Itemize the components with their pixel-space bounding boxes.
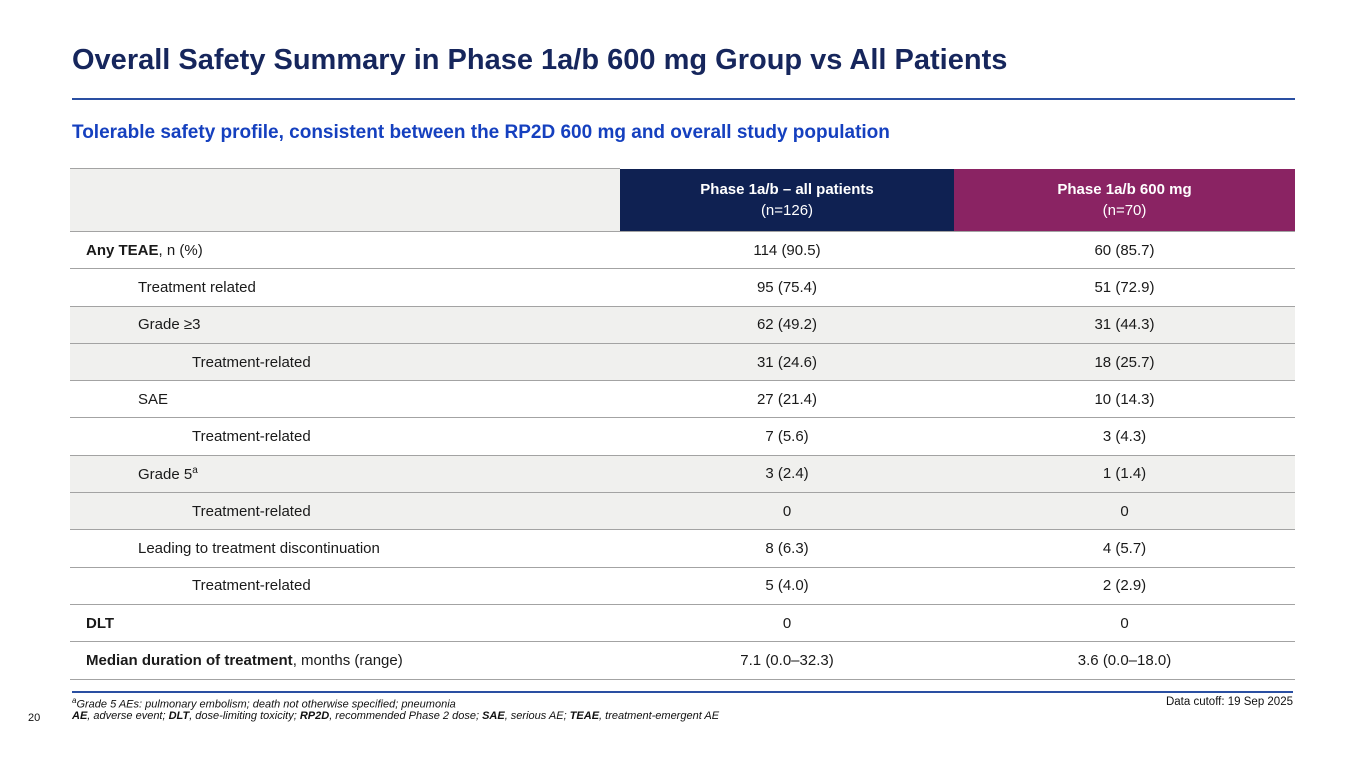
row-value: 0 <box>620 492 954 531</box>
row-value: 2 (2.9) <box>954 567 1295 605</box>
row-label: Grade ≥3 <box>70 306 620 344</box>
table-row: Any TEAE, n (%) 114 (90.5) 60 (85.7) <box>70 231 1295 270</box>
column-header-n: (n=126) <box>760 201 814 219</box>
column-header-title: Phase 1a/b – all patients <box>700 180 874 198</box>
row-label: Treatment-related <box>70 567 620 605</box>
empty-header-cell <box>70 168 620 232</box>
row-value: 4 (5.7) <box>954 529 1295 568</box>
column-header-title: Phase 1a/b 600 mg <box>1057 180 1192 198</box>
row-value: 27 (21.4) <box>620 380 954 419</box>
footnote-segment: , treatment-emergent AE <box>599 710 720 722</box>
row-value: 0 <box>954 492 1295 531</box>
table-row: Median duration of treatment, months (ra… <box>70 641 1295 680</box>
footnote-segment: , recommended Phase 2 dose; <box>329 710 483 722</box>
table-row: Grade ≥3 62 (49.2) 31 (44.3) <box>70 306 1295 344</box>
footer-divider <box>72 691 1293 693</box>
row-label: DLT <box>70 604 620 643</box>
slide-subtitle: Tolerable safety profile, consistent bet… <box>72 122 890 143</box>
row-value: 60 (85.7) <box>954 231 1295 270</box>
row-value: 95 (75.4) <box>620 268 954 307</box>
row-label: Treatment-related <box>70 417 620 456</box>
footnote-segment: DLT <box>168 710 190 722</box>
footnote-segment: , adverse event; <box>87 710 169 722</box>
footnote-segment: RP2D <box>299 710 330 722</box>
column-header-600mg: Phase 1a/b 600 mg (n=70) <box>954 168 1295 232</box>
row-label: Any TEAE, n (%) <box>70 231 620 270</box>
table-header-row: Phase 1a/b – all patients (n=126) Phase … <box>70 168 1295 232</box>
page-number: 20 <box>28 712 41 724</box>
row-label: SAE <box>70 380 620 419</box>
row-label: Median duration of treatment, months (ra… <box>70 641 620 680</box>
row-value: 62 (49.2) <box>620 306 954 344</box>
footnote-segment: TEAE <box>569 710 600 722</box>
footnote-segment: SAE <box>482 710 505 722</box>
row-label: Leading to treatment discontinuation <box>70 529 620 568</box>
footnote-abbreviations: AE, adverse event; DLT, dose-limiting to… <box>72 710 719 722</box>
title-divider <box>72 98 1295 100</box>
footnote-segment: , dose-limiting toxicity; <box>189 710 300 722</box>
table-row: Grade 5a 3 (2.4) 1 (1.4) <box>70 455 1295 494</box>
row-value: 51 (72.9) <box>954 268 1295 307</box>
row-value: 3 (4.3) <box>954 417 1295 456</box>
safety-summary-table: Phase 1a/b – all patients (n=126) Phase … <box>70 168 1295 680</box>
table-row: Treatment-related 31 (24.6) 18 (25.7) <box>70 343 1295 382</box>
row-label: Grade 5a <box>70 455 620 494</box>
row-value: 31 (44.3) <box>954 306 1295 344</box>
row-value: 0 <box>954 604 1295 643</box>
slide-title: Overall Safety Summary in Phase 1a/b 600… <box>72 44 1008 76</box>
footnote-segment: AE <box>72 710 88 722</box>
footnote-grade5: aGrade 5 AEs: pulmonary embolism; death … <box>72 696 456 711</box>
table-row: DLT 0 0 <box>70 604 1295 643</box>
table-row: SAE 27 (21.4) 10 (14.3) <box>70 380 1295 419</box>
row-value: 7 (5.6) <box>620 417 954 456</box>
row-value: 18 (25.7) <box>954 343 1295 382</box>
table-row: Treatment related 95 (75.4) 51 (72.9) <box>70 268 1295 307</box>
row-value: 10 (14.3) <box>954 380 1295 419</box>
table-row: Treatment-related 0 0 <box>70 492 1295 531</box>
table-row: Treatment-related 7 (5.6) 3 (4.3) <box>70 417 1295 456</box>
row-value: 8 (6.3) <box>620 529 954 568</box>
row-label: Treatment related <box>70 268 620 307</box>
row-value: 114 (90.5) <box>620 231 954 270</box>
row-value: 5 (4.0) <box>620 567 954 605</box>
table-row: Treatment-related 5 (4.0) 2 (2.9) <box>70 567 1295 605</box>
footnote-marker: a <box>72 696 77 705</box>
row-value: 7.1 (0.0–32.3) <box>620 641 954 680</box>
row-value: 0 <box>620 604 954 643</box>
footnote-text: Grade 5 AEs: pulmonary embolism; death n… <box>76 698 456 711</box>
row-label: Treatment-related <box>70 343 620 382</box>
table-row: Leading to treatment discontinuation 8 (6… <box>70 529 1295 568</box>
column-header-all-patients: Phase 1a/b – all patients (n=126) <box>620 168 954 232</box>
column-header-n: (n=70) <box>1102 201 1147 219</box>
row-value: 31 (24.6) <box>620 343 954 382</box>
row-value: 3 (2.4) <box>620 455 954 494</box>
row-value: 3.6 (0.0–18.0) <box>954 641 1295 680</box>
data-cutoff-label: Data cutoff: 19 Sep 2025 <box>1165 696 1293 708</box>
row-value: 1 (1.4) <box>954 455 1295 494</box>
footnote-segment: , serious AE; <box>504 710 570 722</box>
row-label: Treatment-related <box>70 492 620 531</box>
